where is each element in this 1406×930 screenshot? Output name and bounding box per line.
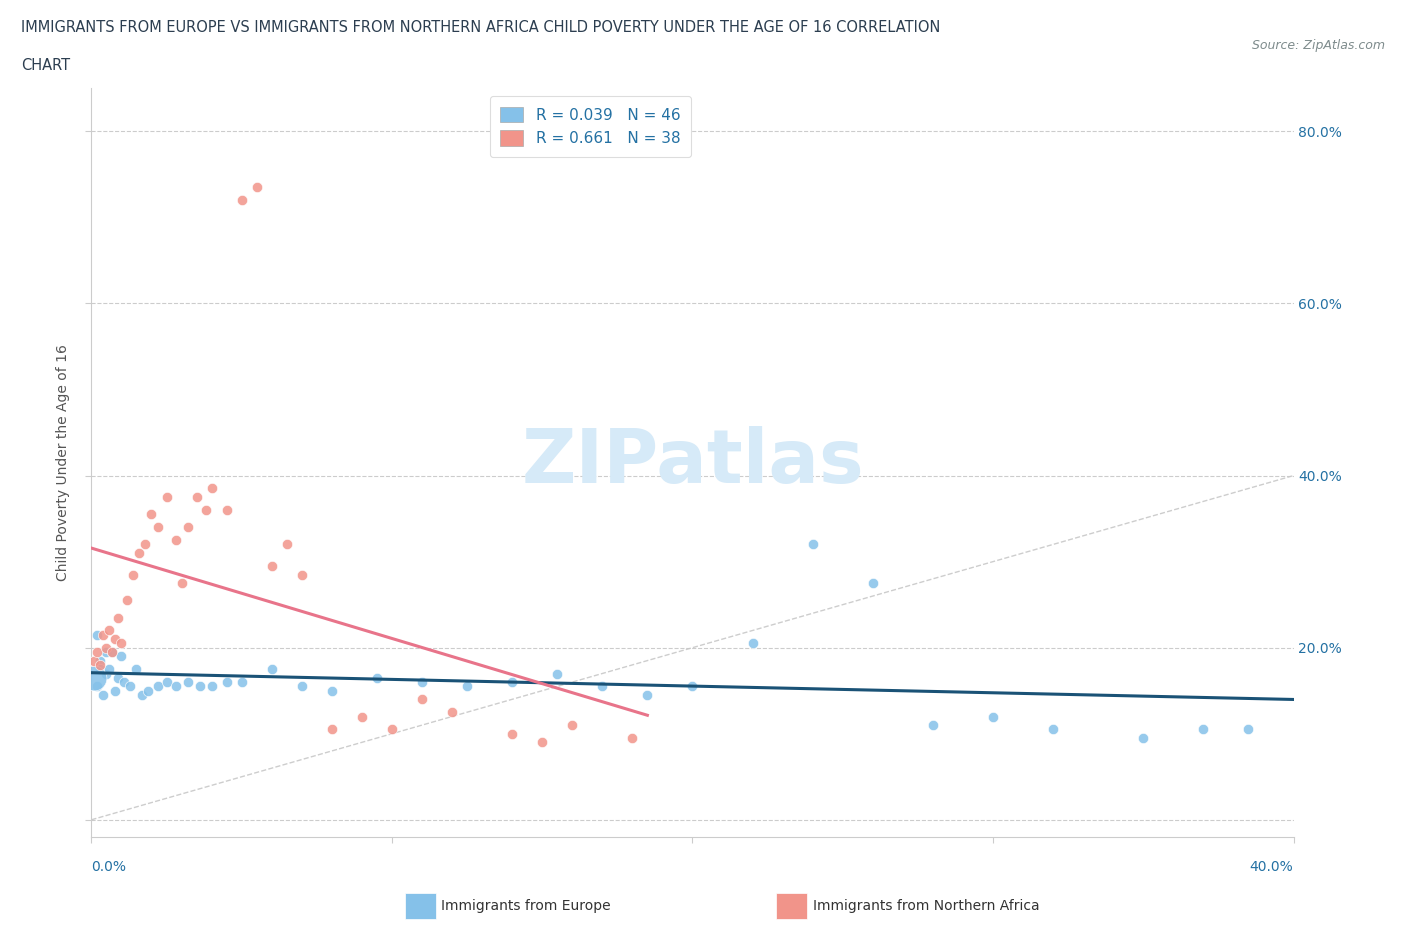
Point: [411, 692, 433, 707]
Point: [591, 679, 613, 694]
Point: [276, 537, 298, 551]
Point: [89, 653, 111, 668]
Point: [107, 610, 129, 625]
Point: [155, 674, 177, 689]
Point: [1042, 722, 1064, 737]
Point: [194, 502, 217, 517]
Y-axis label: Child Poverty Under the Age of 16: Child Poverty Under the Age of 16: [56, 344, 70, 581]
Point: [501, 726, 523, 741]
Point: [188, 679, 211, 694]
Point: [440, 705, 463, 720]
Point: [122, 567, 145, 582]
Point: [86, 679, 108, 694]
Point: [110, 636, 132, 651]
Point: [98, 662, 121, 677]
Point: [83, 671, 105, 685]
Point: [86, 628, 108, 643]
Point: [104, 684, 127, 698]
Point: [114, 674, 136, 689]
Point: [96, 644, 118, 659]
Point: [411, 674, 433, 689]
Point: [96, 640, 118, 655]
Point: [120, 679, 142, 694]
Text: IMMIGRANTS FROM EUROPE VS IMMIGRANTS FROM NORTHERN AFRICA CHILD POVERTY UNDER TH: IMMIGRANTS FROM EUROPE VS IMMIGRANTS FRO…: [21, 20, 941, 35]
Point: [681, 679, 703, 694]
Point: [801, 537, 824, 551]
Point: [621, 731, 644, 746]
Point: [134, 537, 156, 551]
Point: [260, 559, 283, 574]
Point: [165, 679, 187, 694]
Text: Immigrants from Europe: Immigrants from Europe: [441, 898, 612, 913]
Point: [128, 546, 150, 561]
Point: [186, 490, 208, 505]
Point: [146, 520, 169, 535]
Point: [89, 658, 111, 672]
Point: [366, 671, 388, 685]
Point: [201, 481, 224, 496]
Point: [131, 687, 153, 702]
Text: ZIPatlas: ZIPatlas: [522, 426, 863, 499]
Point: [155, 490, 177, 505]
Point: [546, 666, 568, 681]
Point: [170, 576, 193, 591]
Point: [291, 679, 314, 694]
Point: [215, 502, 238, 517]
Point: [176, 520, 198, 535]
Text: 0.0%: 0.0%: [91, 860, 127, 874]
Point: [165, 533, 187, 548]
Point: [922, 718, 945, 733]
Point: [141, 507, 163, 522]
Text: Immigrants from Northern Africa: Immigrants from Northern Africa: [813, 898, 1039, 913]
Point: [104, 631, 127, 646]
Point: [215, 674, 238, 689]
Point: [741, 636, 763, 651]
Text: Source: ZipAtlas.com: Source: ZipAtlas.com: [1251, 39, 1385, 52]
Point: [146, 679, 169, 694]
Point: [501, 674, 523, 689]
Point: [456, 679, 478, 694]
Point: [89, 662, 111, 677]
Point: [110, 649, 132, 664]
Point: [83, 653, 105, 668]
Point: [260, 662, 283, 677]
Text: CHART: CHART: [21, 58, 70, 73]
Point: [291, 567, 314, 582]
Text: 40.0%: 40.0%: [1250, 860, 1294, 874]
Point: [561, 718, 583, 733]
Point: [107, 671, 129, 685]
Point: [381, 722, 404, 737]
Point: [138, 684, 160, 698]
Point: [125, 662, 148, 677]
Point: [1237, 722, 1260, 737]
Point: [231, 193, 253, 207]
Point: [98, 623, 121, 638]
Point: [1192, 722, 1215, 737]
Point: [1132, 731, 1154, 746]
Point: [321, 684, 343, 698]
Point: [86, 644, 108, 659]
Point: [93, 628, 115, 643]
Point: [862, 576, 884, 591]
Legend: R = 0.039   N = 46, R = 0.661   N = 38: R = 0.039 N = 46, R = 0.661 N = 38: [489, 96, 690, 157]
Point: [93, 687, 115, 702]
Point: [350, 709, 373, 724]
Point: [176, 674, 198, 689]
Point: [321, 722, 343, 737]
Point: [231, 674, 253, 689]
Point: [96, 666, 118, 681]
Point: [636, 687, 658, 702]
Point: [101, 644, 124, 659]
Point: [981, 709, 1004, 724]
Point: [531, 735, 554, 750]
Point: [201, 679, 224, 694]
Point: [246, 179, 269, 194]
Point: [117, 593, 139, 608]
Point: [101, 644, 124, 659]
